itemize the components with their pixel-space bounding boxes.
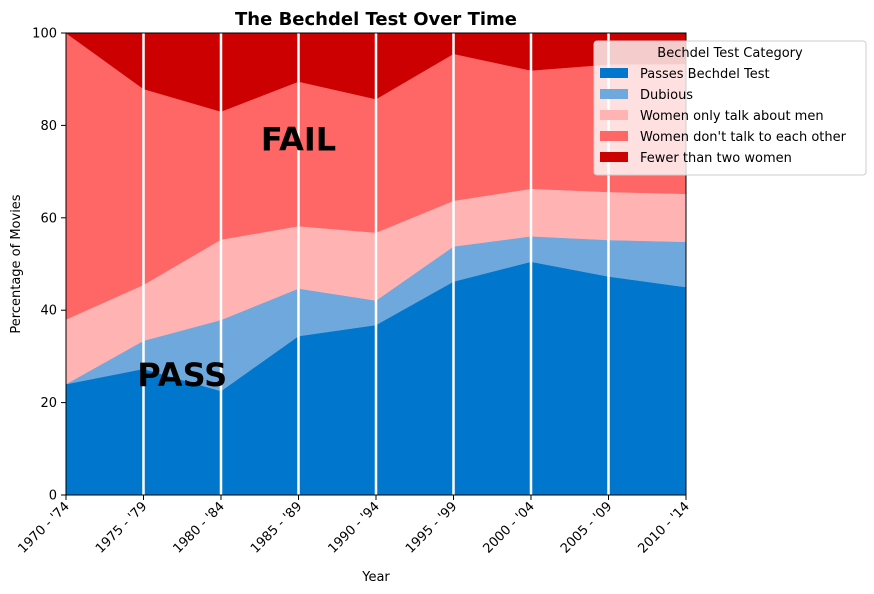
- x-tick-label-4: 1990 - '94: [325, 499, 382, 556]
- x-axis-label: Year: [361, 570, 390, 585]
- x-tick-label-6: 2000 - '04: [480, 499, 537, 556]
- y-tick-label-5: 100: [32, 27, 57, 42]
- legend-swatch-0: [600, 68, 628, 78]
- x-tick-label-5: 1995 - '99: [403, 499, 460, 556]
- annotations: PASS FAIL: [137, 120, 336, 394]
- vertical-divider-lines: [142, 33, 610, 495]
- legend-swatch-1: [600, 89, 628, 99]
- y-tick-label-2: 40: [40, 304, 57, 319]
- legend-swatch-4: [600, 152, 628, 162]
- annotation-fail: FAIL: [261, 120, 336, 158]
- x-tick-label-3: 1985 - '89: [248, 499, 305, 556]
- x-tick-label-2: 1980 - '84: [170, 499, 227, 556]
- legend: Bechdel Test Category Passes Bechdel Test…: [593, 40, 867, 176]
- legend-swatch-2: [600, 110, 628, 120]
- x-tick-label-7: 2005 - '09: [558, 499, 615, 556]
- y-tick-label-1: 20: [40, 396, 57, 411]
- legend-title: Bechdel Test Category: [657, 46, 803, 61]
- x-tick-label-1: 1975 - '79: [93, 499, 150, 556]
- legend-entry-3: Women don't talk to each other: [640, 130, 847, 145]
- x-tick-label-8: 2010 - '14: [635, 499, 692, 556]
- y-tick-label-4: 80: [40, 119, 57, 134]
- legend-entry-4: Fewer than two women: [640, 151, 792, 166]
- x-tick-label-0: 1970 - '74: [15, 499, 72, 556]
- y-axis-label: Percentage of Movies: [9, 194, 24, 333]
- legend-box: [593, 40, 867, 176]
- legend-entry-2: Women only talk about men: [640, 109, 824, 124]
- legend-entry-1: Dubious: [640, 88, 693, 103]
- legend-swatch-3: [600, 131, 628, 141]
- chart-title: The Bechdel Test Over Time: [235, 9, 517, 30]
- annotation-pass: PASS: [137, 356, 227, 394]
- y-tick-label-3: 60: [40, 211, 57, 226]
- y-tick-label-0: 0: [49, 489, 57, 504]
- legend-entry-0: Passes Bechdel Test: [640, 67, 770, 82]
